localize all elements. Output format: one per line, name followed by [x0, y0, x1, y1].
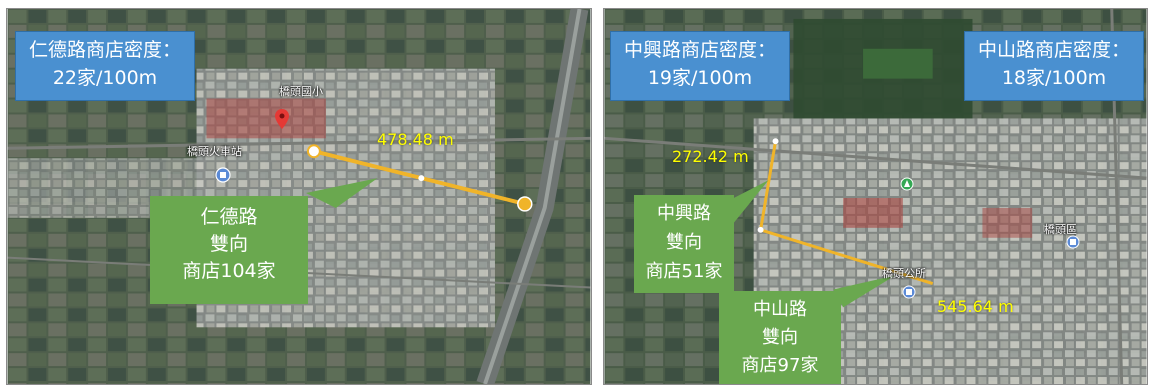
road-callout-pointer: [733, 180, 769, 223]
map-poi-icon: [902, 285, 916, 299]
map-poi-icon: [1066, 235, 1080, 249]
store-count: 商店51家: [645, 261, 723, 282]
route-start-point: [306, 144, 321, 159]
density-box-zhongxinglu: 中興路商店密度： 19家/100m: [610, 31, 790, 101]
road-direction: 雙向: [666, 232, 702, 253]
road-info-box-zhongxinglu: 中興路 雙向 商店51家: [634, 195, 734, 293]
map-panel-left: 橋頭國小 橋頭火車站 仁德路商店密度： 22家/100m 478.48 m 仁德…: [6, 8, 592, 385]
place-label: 橋頭區: [1044, 223, 1077, 236]
density-box-renderlu: 仁德路商店密度： 22家/100m: [15, 31, 195, 101]
map-poi-icon: [900, 177, 914, 191]
route-line-zhongxinglu: [759, 141, 778, 231]
road-info-box-zhongshanlu: 中山路 雙向 商店97家: [719, 291, 841, 384]
density-title: 仁德路商店密度：: [28, 39, 181, 61]
distance-label: 478.48 m: [377, 130, 454, 149]
location-pin-icon: [275, 109, 289, 129]
road-callout-pointer: [833, 275, 895, 308]
density-value: 19家/100m: [647, 67, 753, 89]
road-callout-pointer: [305, 178, 378, 208]
distance-label: 545.64 m: [937, 297, 1014, 316]
density-value: 18家/100m: [1001, 67, 1107, 89]
density-value: 22家/100m: [52, 67, 158, 89]
distance-label: 272.42 m: [672, 147, 749, 166]
road-name: 中山路: [753, 299, 807, 320]
road-direction: 雙向: [762, 327, 798, 348]
road-name: 仁德路: [200, 206, 258, 228]
route-corner-point: [757, 226, 764, 233]
place-label: 橋頭國小: [279, 85, 323, 98]
map-panel-right: 橋頭區 橋頭公所 中興路商店密度： 19家/100m 中山路商店密度： 18家/…: [603, 8, 1148, 385]
store-count: 商店97家: [741, 355, 819, 376]
density-title: 中山路商店密度：: [977, 39, 1130, 61]
route-end-point: [517, 196, 533, 212]
road-name: 中興路: [657, 203, 711, 224]
place-label: 橋頭火車站: [187, 145, 242, 158]
route-line-zhongshanlu: [760, 228, 934, 285]
satellite-map-left: [7, 9, 591, 384]
place-label: 橋頭公所: [882, 267, 926, 280]
map-poi-icon: [215, 167, 231, 183]
store-count: 商店104家: [182, 260, 276, 282]
road-info-box-renderlu: 仁德路 雙向 商店104家: [150, 196, 308, 304]
route-mid-point: [418, 175, 425, 182]
road-direction: 雙向: [209, 233, 248, 255]
density-title: 中興路商店密度：: [623, 39, 776, 61]
density-box-zhongshanlu: 中山路商店密度： 18家/100m: [964, 31, 1144, 101]
route-start-point: [772, 138, 779, 145]
